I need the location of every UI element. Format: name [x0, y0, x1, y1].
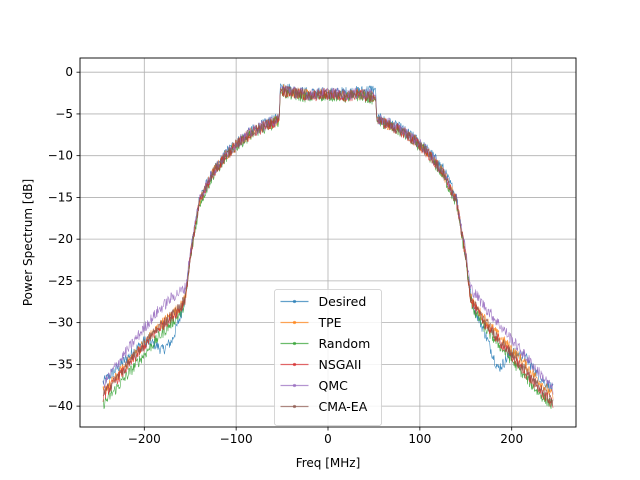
legend-label-tpe: TPE [318, 315, 342, 330]
x-axis-label: Freq [MHz] [296, 456, 361, 470]
legend: Desired TPE Random NSGAII QMC CMA-EA [274, 289, 382, 426]
series-line-cma-ea [102, 85, 554, 406]
legend-label-nsgaii: NSGAII [319, 357, 362, 372]
plot-area: −200 −100 0 100 200 0 −5 −10 −15 −20 −25 −30 −35 −40 [48, 57, 577, 446]
legend-marker-nsgaii [292, 362, 297, 367]
y-tick-label: −30 [48, 316, 73, 330]
y-tick-label: 0 [65, 65, 73, 79]
y-tick-label: −40 [48, 399, 73, 413]
y-tick-label: −35 [48, 357, 73, 371]
y-tick-label: −25 [48, 274, 73, 288]
y-tick-label: −10 [48, 149, 73, 163]
x-tick-label: 200 [500, 432, 523, 446]
legend-marker-qmc [292, 383, 297, 388]
legend-marker-random [292, 341, 297, 346]
series-line-random [102, 87, 554, 409]
series-layer [102, 83, 554, 409]
series-line-qmc [102, 85, 554, 395]
x-tick-label: −200 [128, 432, 161, 446]
x-tick-label: 100 [408, 432, 431, 446]
ticks: −200 −100 0 100 200 0 −5 −10 −15 −20 −25 −30 −35 −40 [48, 65, 523, 446]
y-tick-label: −5 [55, 107, 73, 121]
legend-marker-cma-ea [292, 404, 297, 409]
x-tick-label: 0 [324, 432, 332, 446]
legend-marker-desired [292, 299, 297, 304]
legend-label-qmc: QMC [319, 378, 349, 393]
legend-marker-tpe [292, 320, 297, 325]
y-axis-label: Power Spectrum [dB] [21, 179, 35, 306]
y-tick-label: −15 [48, 190, 73, 204]
legend-box [274, 289, 382, 426]
legend-label-cma-ea: CMA-EA [319, 399, 368, 414]
x-tick-label: −100 [220, 432, 253, 446]
legend-label-random: Random [319, 336, 371, 351]
legend-label-desired: Desired [319, 294, 367, 309]
y-tick-label: −20 [48, 232, 73, 246]
